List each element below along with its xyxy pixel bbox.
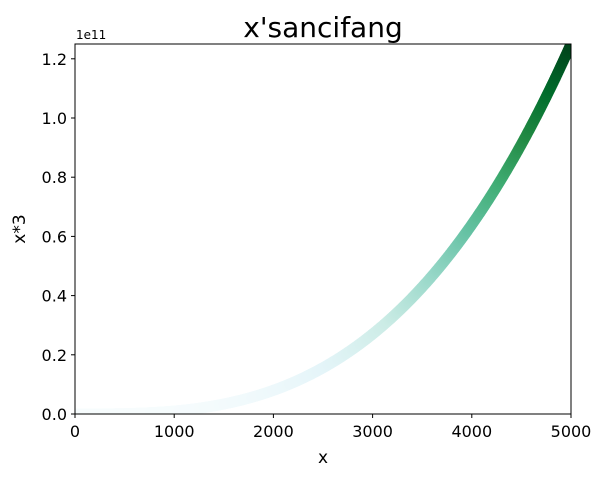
y-tick-label: 0.6: [42, 227, 67, 246]
y-tick-label: 0.4: [42, 287, 67, 306]
x-axis: 0 1000 2000 3000 4000 5000: [70, 414, 591, 441]
y-tick-label: 0.0: [42, 405, 67, 424]
y-axis-label: x*3: [10, 214, 30, 243]
x-tick-label: 5000: [551, 422, 592, 441]
y-tick-label: 0.8: [42, 168, 67, 187]
data-points: [75, 44, 571, 414]
x-tick-label: 0: [70, 422, 80, 441]
y-axis: 0.0 0.2 0.4 0.6 0.8 1.0 1.2: [42, 50, 75, 424]
x-axis-label: x: [318, 448, 328, 468]
y-tick-label: 1.0: [42, 109, 67, 128]
x-tick-label: 3000: [352, 422, 393, 441]
plot-frame: [74, 43, 572, 415]
chart-title: x'sancifang: [243, 11, 402, 44]
x-tick-label: 2000: [253, 422, 294, 441]
y-tick-label: 1.2: [42, 50, 67, 69]
y-tick-label: 0.2: [42, 346, 67, 365]
data-point: [564, 44, 571, 52]
y-offset-label: 1e11: [76, 28, 106, 42]
x-tick-label: 4000: [451, 422, 492, 441]
x-tick-label: 1000: [154, 422, 195, 441]
